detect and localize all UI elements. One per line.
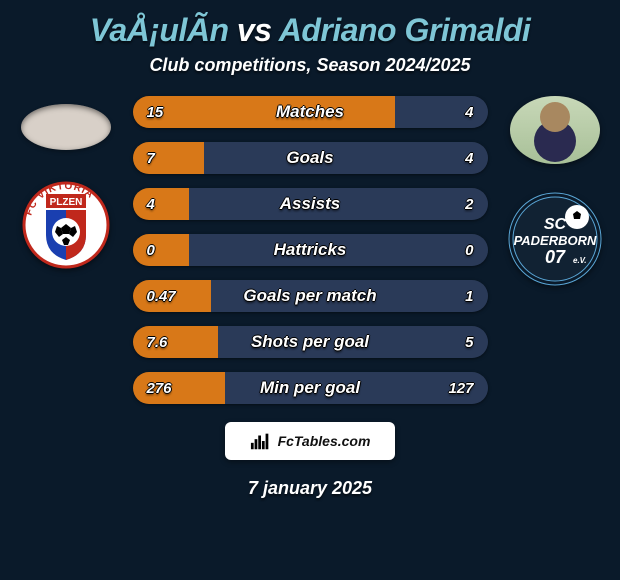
brand-chip: FcTables.com [225, 422, 395, 460]
club-right-t2: PADERBORN [513, 233, 596, 248]
stat-label: Hattricks [133, 234, 488, 266]
right-side-column: SC PADERBORN 07 e.V. [500, 96, 610, 404]
player-right-name: Adriano Grimaldi [279, 12, 531, 48]
club-right-t4: e.V. [573, 256, 587, 265]
stat-bar: 0.47 Goals per match 1 [133, 280, 488, 312]
comparison-container: FC VIKTORIA PLZEN 1 5 [0, 96, 620, 404]
stat-bar: 7 Goals 4 [133, 142, 488, 174]
footer-date: 7 january 2025 [0, 478, 620, 499]
left-side-column: FC VIKTORIA PLZEN [11, 96, 121, 404]
stat-label: Assists [133, 188, 488, 220]
stat-label: Matches [133, 96, 488, 128]
stat-value-right: 2 [451, 188, 487, 220]
stat-label: Goals per match [133, 280, 488, 312]
subtitle: Club competitions, Season 2024/2025 [0, 55, 620, 76]
page-title: VaÅ¡ulÃ­n vs Adriano Grimaldi [0, 0, 620, 55]
stat-label: Goals [133, 142, 488, 174]
stat-value-right: 4 [451, 96, 487, 128]
player-a-avatar [21, 104, 111, 150]
stat-bars-column: 15 Matches 4 7 Goals 4 4 Assists 2 0 Hat… [133, 96, 488, 404]
stat-value-right: 1 [451, 280, 487, 312]
player-b-avatar [510, 96, 600, 164]
club-badge-right: SC PADERBORN 07 e.V. [505, 194, 605, 284]
bars-icon [250, 431, 272, 451]
stat-bar: 0 Hattricks 0 [133, 234, 488, 266]
stat-value-right: 4 [451, 142, 487, 174]
stat-bar: 4 Assists 2 [133, 188, 488, 220]
stat-value-right: 5 [451, 326, 487, 358]
club-left-top-text: PLZEN [49, 197, 82, 208]
player-left-name: VaÅ¡ulÃ­n [90, 12, 229, 48]
club-right-t1: SC [543, 216, 566, 233]
stat-bar: 15 Matches 4 [133, 96, 488, 128]
club-right-t3: 07 [544, 247, 565, 267]
stat-bar: 276 Min per goal 127 [133, 372, 488, 404]
stat-value-right: 127 [434, 372, 487, 404]
stat-label: Shots per goal [133, 326, 488, 358]
vs-label: vs [237, 12, 272, 48]
club-badge-left: FC VIKTORIA PLZEN [16, 180, 116, 270]
brand-text: FcTables.com [278, 433, 371, 449]
stat-bar: 7.6 Shots per goal 5 [133, 326, 488, 358]
stat-value-right: 0 [451, 234, 487, 266]
